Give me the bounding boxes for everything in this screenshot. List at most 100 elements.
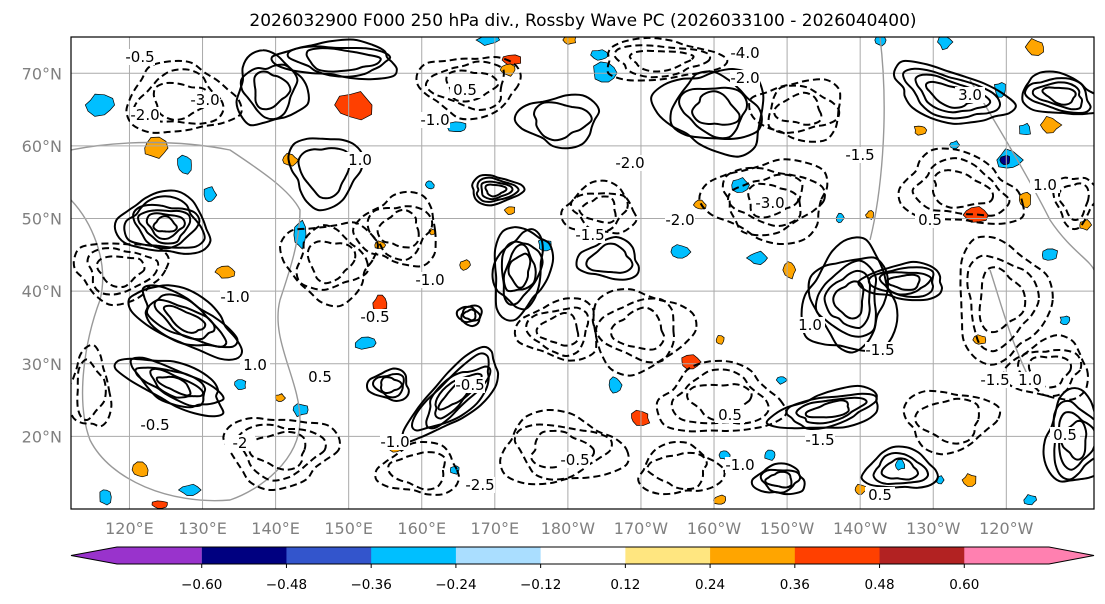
divergence-blob [764,449,776,461]
colorbar-tick-label: 0.12 [610,577,640,593]
contour-negative [86,247,160,296]
contour-negative [72,242,170,307]
x-tick-label: 180°W [541,519,596,538]
contour-positive [764,470,793,489]
contour-positive [411,352,490,432]
contour-positive [123,195,206,249]
contour-label-bg [730,45,760,61]
contour-positive [878,271,933,296]
contour-negative [747,182,800,219]
contour-label: -3.0 [755,194,784,212]
contour-label-bg [305,369,335,385]
contour-negative [1002,334,1089,401]
contour-label-bg [615,155,645,171]
contour-positive [127,284,243,361]
x-tick-label: 150°W [760,519,815,538]
divergence-blob [84,93,115,117]
x-tick-label: 120°E [105,519,154,538]
y-tick-label: 30°N [22,355,62,374]
colorbar-outline [70,546,1095,565]
plot-frame [70,36,1095,510]
contour-positive [872,451,930,485]
contour-positive [759,468,802,494]
contour-positive [162,304,207,334]
contour-label: -1.5 [865,341,894,359]
contour-positive [575,236,640,281]
contour-label: -2.0 [730,69,759,87]
divergence-blob [425,180,435,190]
contour-label: 1.0 [798,316,822,334]
contour-positive [902,67,1001,120]
contour-negative [279,221,379,308]
divergence-blob [562,37,577,45]
contour-negative [445,69,500,103]
contour-negative [513,423,613,481]
rossby-contours [71,37,1094,496]
contour-positive [678,86,748,140]
divergence-blob [292,403,309,418]
contour-positive [867,266,935,298]
contour-negative [902,389,1002,456]
contour-label-bg [805,432,835,448]
contour-label: 0.5 [308,368,332,386]
colorbar-segment [371,547,457,564]
contour-positive [239,63,299,121]
contour-label: -2.0 [130,106,159,124]
divergence-blob [177,483,202,496]
divergence-blob [715,335,725,345]
divergence-blob [203,186,218,203]
divergence-blob [1059,315,1071,325]
contour-label-bg [955,87,985,103]
divergence-blob [913,125,928,136]
contour-label: -4.0 [730,44,759,62]
contour-negative [513,297,598,362]
contour-label: 0.5 [918,211,942,229]
divergence-blob [1041,248,1058,261]
divergence-blob [1019,122,1031,136]
contour-positive [886,273,921,291]
divergence-blob [501,54,522,66]
contour-positive [253,70,292,111]
contour-positive [880,457,920,481]
contour-positive [795,396,868,425]
contour-positive [235,49,310,127]
colorbar-tick-label: 0.60 [949,577,979,593]
divergence-blob [131,461,149,478]
colorbar-segment [625,547,711,564]
divergence-blob [99,489,112,506]
contour-negative [670,368,770,425]
x-tick-label: 120°W [979,519,1034,538]
x-tick-label: 170°E [470,519,519,538]
colorbar-tick-label: 0.48 [865,577,895,593]
contour-positive [155,375,192,397]
contour-label-bg [125,49,155,65]
contour-label: -0.5 [360,308,389,326]
contour-negative [499,408,630,486]
plot-area: -0.5-3.0-2.0-4.0-2.03.00.5-1.01.0 -2.0-3.… [71,37,1094,509]
divergence-blob [961,473,977,487]
contour-label-bg [455,377,485,393]
contour-positive [507,252,532,289]
contour-label: -1.0 [415,271,444,289]
contour-positive [513,93,601,150]
colorbar-segment [71,547,202,564]
x-tick-label: 160°E [397,519,446,538]
contour-label-bg [865,342,895,358]
contour-positive [455,304,483,328]
divergence-blob [745,250,768,265]
contour-negative [613,44,712,79]
colorbar-tick-label: −0.60 [181,577,222,593]
divergence-blob [1023,494,1037,506]
contour-positive [814,259,878,338]
contour-positive [372,372,405,399]
contour-label: 1.0 [1033,176,1057,194]
contour-positive [287,137,365,212]
contour-negative [235,423,327,482]
contour-negative [535,311,580,347]
contour-positive [113,357,225,418]
contour-positive [669,70,763,141]
contour-negative [748,78,842,143]
contour-negative [914,397,980,445]
contour-negative [637,440,726,496]
